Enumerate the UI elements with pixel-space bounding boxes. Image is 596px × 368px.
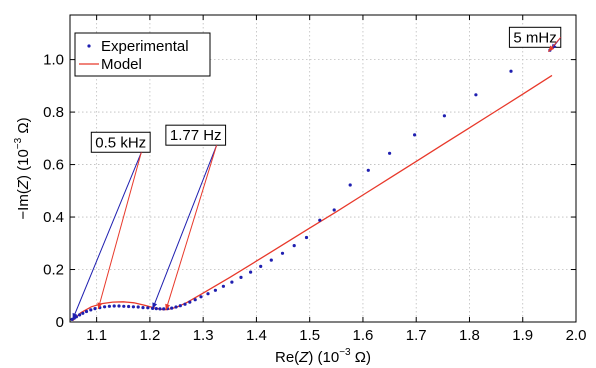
y-tick-label: 0.6: [43, 157, 64, 174]
annotations: 0.5 kHz 1.77 Hz 5 mHz: [72, 26, 562, 320]
experimental-point: [127, 304, 131, 309]
experimental-point: [183, 302, 187, 306]
experimental-point: [103, 305, 107, 309]
x-axis-label: Re(Z) (10−3 Ω): [275, 347, 371, 366]
experimental-point: [388, 151, 392, 155]
experimental-point: [162, 307, 166, 311]
legend-label: Experimental: [101, 38, 189, 55]
experimental-point: [413, 133, 417, 137]
grid: [70, 15, 576, 322]
experimental-point: [154, 307, 158, 311]
experimental-point: [280, 251, 285, 255]
experimental-point: [292, 244, 296, 248]
annotation-arrow: [97, 152, 142, 310]
y-tick-label: 0.8: [43, 104, 64, 121]
experimental-point: [122, 304, 126, 308]
experimental-point: [174, 305, 178, 309]
x-tick-label: 1.4: [246, 327, 267, 344]
experimental-point: [221, 284, 225, 288]
experimental-point: [366, 168, 370, 172]
experimental-point: [199, 295, 203, 299]
annotation-arrow: [165, 145, 218, 311]
experimental-point: [178, 304, 182, 308]
experimental-point: [304, 235, 309, 240]
annotation-1.77-hz: 1.77 Hz: [152, 124, 227, 311]
experimental-point: [146, 306, 150, 310]
x-tick-label: 1.7: [406, 327, 427, 344]
experimental-point: [269, 258, 273, 262]
experimental-point: [188, 300, 192, 304]
y-tick-label: 1.0: [43, 52, 64, 69]
annotation-box: [165, 124, 227, 146]
x-tick-label: 1.8: [459, 327, 480, 344]
experimental-point: [107, 304, 111, 308]
y-axis-label: −Im(Z) (10−3 Ω): [13, 117, 32, 219]
annotation-5-mhz: 5 mHz: [508, 26, 562, 53]
x-tick-label: 1.5: [299, 327, 320, 344]
x-tick-label: 1.3: [193, 327, 214, 344]
experimental-point: [474, 93, 478, 97]
plot-frame: [69, 14, 577, 323]
annotation-label: 1.77 Hz: [170, 127, 222, 144]
experimental-point: [259, 264, 263, 268]
model-line: [72, 74, 553, 322]
annotation-label: 5 mHz: [513, 29, 556, 46]
x-tick-label: 2.0: [566, 327, 587, 344]
experimental-point: [158, 307, 162, 311]
experimental-point: [136, 305, 140, 309]
y-tick-label: 0.2: [43, 262, 64, 279]
experimental-point: [318, 218, 322, 222]
experimental-point: [170, 306, 174, 310]
experimental-point: [81, 311, 85, 315]
experimental-point: [78, 313, 82, 317]
x-tick-label: 1.1: [86, 327, 107, 344]
annotation-box: [90, 131, 151, 153]
annotation-arrow: [72, 152, 142, 320]
experimental-point: [206, 292, 210, 296]
experimental-point: [239, 275, 243, 279]
experimental-point: [332, 208, 336, 212]
experimental-point: [131, 305, 135, 309]
x-tick-label: 1.2: [139, 327, 160, 344]
legend-box: [74, 32, 211, 77]
experimental-point: [84, 309, 89, 314]
experimental-point: [117, 304, 121, 308]
axis-ticks: 1.1 1.2 1.3 1.4 1.5 1.6 1.7 1.8 1.9 2.0 0 0.2 0.4 0.6…: [43, 15, 586, 344]
experimental-point: [213, 288, 217, 292]
annotation-arrow: [152, 144, 218, 310]
experimental-point: [141, 306, 145, 310]
y-tick-label: 0: [56, 314, 64, 331]
experimental-point: [112, 304, 116, 308]
annotation-arrowhead: [152, 302, 158, 309]
experimental-point: [348, 183, 352, 187]
annotation-0.5-khz: 0.5 kHz: [72, 131, 151, 320]
experimental-point: [442, 114, 446, 118]
annotation-arrowhead: [72, 312, 78, 320]
plot-series: [70, 48, 553, 322]
experimental-point: [193, 298, 197, 302]
legend-label: Model: [101, 56, 142, 73]
annotation-arrowhead: [165, 303, 171, 311]
x-tick-label: 1.9: [512, 327, 533, 344]
experimental-point: [249, 270, 253, 274]
experimental-point: [230, 280, 234, 284]
y-tick-label: 0.4: [43, 209, 64, 226]
x-tick-label: 1.6: [353, 327, 374, 344]
annotation-arrowhead: [97, 302, 103, 309]
annotation-label: 0.5 kHz: [95, 134, 146, 151]
legend-marker-experimental: [87, 44, 91, 48]
experimental-point: [509, 69, 513, 73]
experimental-point: [89, 308, 93, 312]
annotation-arrowhead: [548, 45, 555, 52]
experimental-point: [93, 307, 97, 311]
